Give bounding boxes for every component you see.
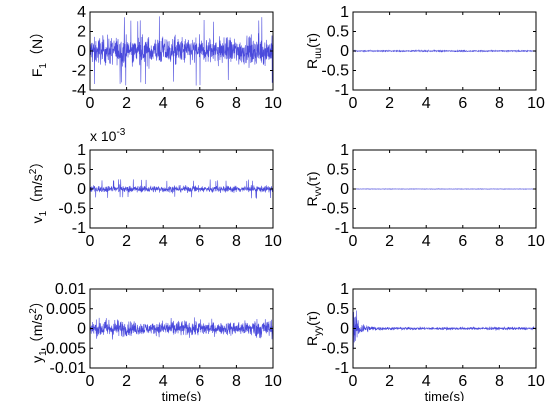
y-tick-label: 0.5: [64, 162, 86, 179]
y-tick-label: -4: [72, 82, 86, 99]
x-tick-label: 2: [122, 373, 131, 390]
x-tick-label: 0: [86, 233, 95, 250]
x-tick-label: 10: [527, 233, 545, 250]
series-line: [90, 317, 273, 340]
y-axis-label: F1（N）: [29, 25, 49, 77]
series-line: [353, 150, 536, 190]
y-tick-label: 0.5: [327, 24, 349, 41]
y-tick-label: -1: [335, 220, 349, 237]
x-tick-label: 8: [232, 233, 241, 250]
y-tick-label: 0: [340, 321, 349, 338]
y-tick-label: 2: [77, 24, 86, 41]
y-tick-label: 1: [340, 4, 349, 21]
x-tick-label: 4: [422, 373, 431, 390]
y-tick-label: -0.005: [41, 340, 86, 357]
series-line: [353, 298, 536, 350]
x-tick-label: 8: [495, 373, 504, 390]
x-tick-label: 6: [458, 373, 467, 390]
x-tick-label: 6: [195, 95, 204, 112]
y-axis-label: Ryy(τ): [304, 311, 324, 346]
y-tick-label: 0: [77, 321, 86, 338]
series-line: [90, 16, 273, 86]
x-tick-label: 0: [86, 373, 95, 390]
y-tick-label: 1: [340, 142, 349, 159]
x-tick-label: 10: [527, 95, 545, 112]
y-axis-label: v1（m/s2）: [28, 155, 49, 224]
x-tick-label: 10: [264, 95, 282, 112]
y-tick-label: 1: [340, 281, 349, 298]
y-tick-label: -1: [335, 82, 349, 99]
y-axis-label: y1（m/s2）: [28, 294, 49, 363]
x-tick-label: 8: [495, 233, 504, 250]
x-tick-label: 4: [422, 95, 431, 112]
y-tick-label: -0.5: [321, 340, 349, 357]
x-tick-label: 2: [122, 95, 131, 112]
y-tick-label: 0: [77, 181, 86, 198]
chart-y1: 0 2 4 6 8 10-0.01-0.00500.0050.01y1（m/s2）time…: [28, 281, 282, 401]
y-tick-label: -1: [72, 220, 86, 237]
axis-multiplier: x 10-3: [90, 127, 126, 144]
series-line: [353, 12, 536, 53]
y-tick-label: -1: [335, 360, 349, 377]
y-tick-label: 0.5: [327, 301, 349, 318]
x-tick-label: 6: [195, 373, 204, 390]
x-tick-label: 0: [349, 95, 358, 112]
x-tick-label: 0: [349, 373, 358, 390]
x-axis-label: time(s): [425, 389, 465, 401]
x-tick-label: 4: [159, 95, 168, 112]
x-tick-label: 8: [232, 95, 241, 112]
y-tick-label: 0.01: [55, 281, 86, 298]
y-tick-label: 0.5: [327, 162, 349, 179]
x-tick-label: 4: [159, 373, 168, 390]
x-tick-label: 2: [385, 373, 394, 390]
x-tick-label: 10: [264, 233, 282, 250]
y-tick-label: -0.01: [50, 360, 87, 377]
x-tick-label: 6: [458, 95, 467, 112]
y-axis-label: Ruu(τ): [304, 33, 324, 69]
x-tick-label: 2: [385, 233, 394, 250]
x-tick-label: 6: [195, 233, 204, 250]
x-tick-label: 10: [527, 373, 545, 390]
x-tick-label: 2: [385, 95, 394, 112]
x-tick-label: 10: [264, 373, 282, 390]
x-tick-label: 4: [422, 233, 431, 250]
x-tick-label: 6: [458, 233, 467, 250]
x-tick-label: 8: [232, 373, 241, 390]
y-tick-label: 0: [340, 43, 349, 60]
x-axis-label: time(s): [162, 389, 202, 401]
y-tick-label: -0.5: [321, 201, 349, 218]
x-tick-label: 8: [495, 95, 504, 112]
x-tick-label: 0: [349, 233, 358, 250]
y-tick-label: 0.005: [46, 301, 86, 318]
y-tick-label: -2: [72, 63, 86, 80]
y-tick-label: 1: [77, 142, 86, 159]
x-tick-label: 0: [86, 95, 95, 112]
x-tick-label: 2: [122, 233, 131, 250]
y-axis-label: Rvv(τ): [304, 172, 324, 207]
y-tick-label: 0: [77, 43, 86, 60]
y-tick-label: -0.5: [321, 63, 349, 80]
y-tick-label: 0: [340, 181, 349, 198]
x-tick-label: 4: [159, 233, 168, 250]
y-tick-label: -0.5: [58, 201, 86, 218]
series-line: [90, 179, 273, 199]
y-tick-label: 4: [77, 4, 86, 21]
